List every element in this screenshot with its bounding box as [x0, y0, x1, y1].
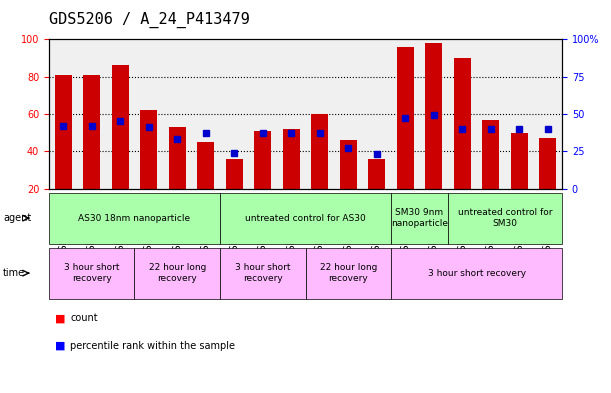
Bar [454, 58, 471, 189]
Bar [340, 140, 357, 189]
Text: 22 hour long
recovery: 22 hour long recovery [320, 263, 377, 283]
Bar [225, 159, 243, 189]
Text: time: time [3, 268, 25, 278]
Text: count: count [70, 313, 98, 323]
Bar [425, 43, 442, 189]
Text: 3 hour short
recovery: 3 hour short recovery [64, 263, 119, 283]
Text: ■: ■ [55, 341, 65, 351]
Text: percentile rank within the sample: percentile rank within the sample [70, 341, 235, 351]
Text: ■: ■ [55, 313, 65, 323]
Bar [397, 47, 414, 189]
Bar [197, 142, 214, 189]
Text: 22 hour long
recovery: 22 hour long recovery [148, 263, 206, 283]
Bar [311, 114, 328, 189]
Bar [368, 159, 386, 189]
Bar [140, 110, 157, 189]
Bar [169, 127, 186, 189]
Text: agent: agent [3, 213, 31, 223]
Bar [482, 119, 499, 189]
Bar [511, 132, 528, 189]
Text: untreated control for AS30: untreated control for AS30 [245, 214, 366, 222]
Text: AS30 18nm nanoparticle: AS30 18nm nanoparticle [78, 214, 191, 222]
Text: GDS5206 / A_24_P413479: GDS5206 / A_24_P413479 [49, 11, 250, 28]
Bar [283, 129, 300, 189]
Bar [540, 138, 557, 189]
Bar [112, 65, 129, 189]
Bar [83, 75, 100, 189]
Bar [254, 131, 271, 189]
Bar [54, 75, 71, 189]
Text: SM30 9nm
nanoparticle: SM30 9nm nanoparticle [391, 208, 448, 228]
Text: 3 hour short recovery: 3 hour short recovery [428, 269, 525, 277]
Text: untreated control for
SM30: untreated control for SM30 [458, 208, 552, 228]
Text: 3 hour short
recovery: 3 hour short recovery [235, 263, 290, 283]
